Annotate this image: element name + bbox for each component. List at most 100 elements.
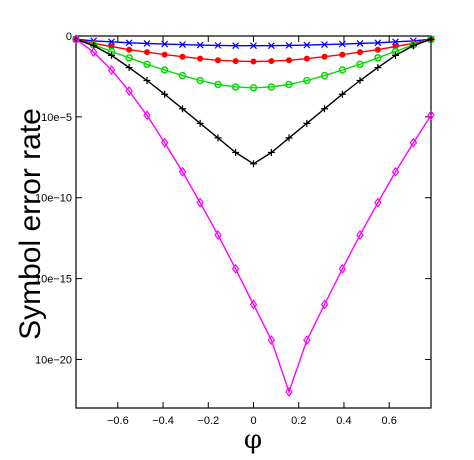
data-point-plus	[161, 90, 169, 98]
data-point-plus	[179, 105, 186, 113]
data-point-diamond	[125, 85, 133, 96]
data-point-circle	[178, 71, 187, 80]
data-point-circle	[160, 66, 169, 74]
data-point-circle	[338, 66, 347, 74]
series-line-diamond	[75, 38, 432, 394]
y-tick-label: 10e−15	[35, 274, 72, 286]
data-point-diamond	[196, 197, 204, 208]
data-point-dot	[232, 58, 239, 65]
data-point-diamond	[89, 47, 98, 58]
series-line-circle	[75, 38, 432, 89]
data-point-plus	[285, 134, 293, 142]
data-point-plus	[232, 148, 240, 156]
data-point-x	[356, 40, 364, 47]
data-point-diamond	[231, 263, 240, 274]
data-point-x	[392, 38, 399, 46]
data-point-diamond	[374, 197, 382, 208]
y-axis-label-group: Symbol error rate	[14, 108, 47, 340]
data-point-dot	[197, 55, 204, 62]
data-point-circle	[303, 76, 311, 85]
data-point-dot	[161, 51, 168, 58]
data-point-circle	[320, 71, 329, 80]
data-point-plus	[338, 90, 346, 98]
data-point-x	[267, 42, 275, 50]
x-tick-label: −0.6	[107, 415, 129, 427]
data-point-diamond	[214, 229, 222, 240]
data-point-x	[179, 41, 186, 48]
x-tick-label: 0	[250, 415, 256, 427]
data-point-circle	[249, 84, 258, 92]
data-point-x	[232, 42, 240, 50]
data-point-circle	[374, 54, 382, 62]
x-axis-label: φ	[244, 425, 262, 455]
data-point-plus	[143, 76, 151, 84]
data-point-x	[374, 39, 382, 47]
data-point-dot	[215, 57, 221, 64]
x-tick-label: −0.2	[197, 415, 219, 427]
y-axis-label: Symbol error rate	[14, 108, 47, 340]
data-point-plus	[356, 76, 364, 84]
data-point-dot	[374, 46, 381, 53]
data-point-x	[214, 41, 222, 49]
data-point-diamond	[391, 166, 400, 177]
data-point-dot	[144, 49, 150, 56]
data-point-diamond	[143, 110, 151, 121]
data-point-x	[125, 39, 133, 47]
x-tick-label: 0.4	[336, 415, 351, 427]
data-point-diamond	[178, 166, 187, 177]
data-point-plus	[374, 64, 382, 72]
data-point-x	[196, 41, 204, 49]
data-point-diamond	[72, 34, 80, 45]
data-point-plus	[214, 134, 222, 142]
data-point-circle	[231, 83, 240, 91]
data-point-diamond	[160, 137, 169, 148]
y-tick-label: 10e−20	[35, 354, 72, 366]
data-point-circle	[356, 60, 364, 69]
y-tick-label: 10e−5	[41, 112, 72, 124]
data-point-x	[250, 42, 257, 50]
x-tick-label: 0.6	[382, 415, 397, 427]
data-point-x	[161, 40, 169, 48]
data-point-diamond	[303, 335, 311, 346]
data-point-diamond	[427, 110, 435, 121]
data-point-x	[303, 41, 311, 49]
data-point-dot	[286, 57, 292, 64]
data-point-dot	[250, 58, 257, 65]
data-point-x	[143, 40, 151, 47]
data-point-x	[321, 41, 328, 48]
y-tick-label: 0	[66, 31, 72, 43]
data-point-plus	[409, 42, 417, 50]
data-point-plus	[125, 64, 133, 72]
data-point-dot	[179, 53, 186, 60]
data-point-plus	[267, 148, 275, 156]
data-point-plus	[250, 160, 257, 168]
y-tick-label: 10e−10	[35, 193, 72, 205]
data-point-plus	[427, 35, 435, 43]
data-point-dot	[126, 46, 133, 53]
data-point-diamond	[356, 229, 364, 240]
data-point-diamond	[249, 299, 258, 310]
data-point-dot	[321, 53, 328, 60]
data-point-plus	[108, 51, 115, 59]
data-point-plus	[321, 105, 328, 113]
data-point-diamond	[320, 299, 329, 310]
data-point-diamond	[267, 335, 276, 346]
data-point-plus	[196, 119, 204, 127]
data-point-circle	[143, 60, 151, 69]
data-point-circle	[214, 80, 222, 89]
data-point-circle	[196, 76, 204, 85]
data-point-dot	[339, 51, 346, 58]
data-point-circle	[267, 83, 276, 91]
data-point-dot	[357, 49, 363, 56]
data-point-plus	[392, 51, 399, 59]
data-point-circle	[285, 80, 293, 89]
data-point-diamond	[409, 137, 418, 148]
data-point-plus	[303, 119, 311, 127]
data-point-dot	[303, 55, 310, 62]
x-tick-label: −0.4	[152, 415, 174, 427]
data-point-x	[108, 38, 115, 46]
data-point-circle	[125, 54, 133, 62]
data-point-x	[285, 41, 293, 49]
data-point-x	[338, 40, 346, 48]
